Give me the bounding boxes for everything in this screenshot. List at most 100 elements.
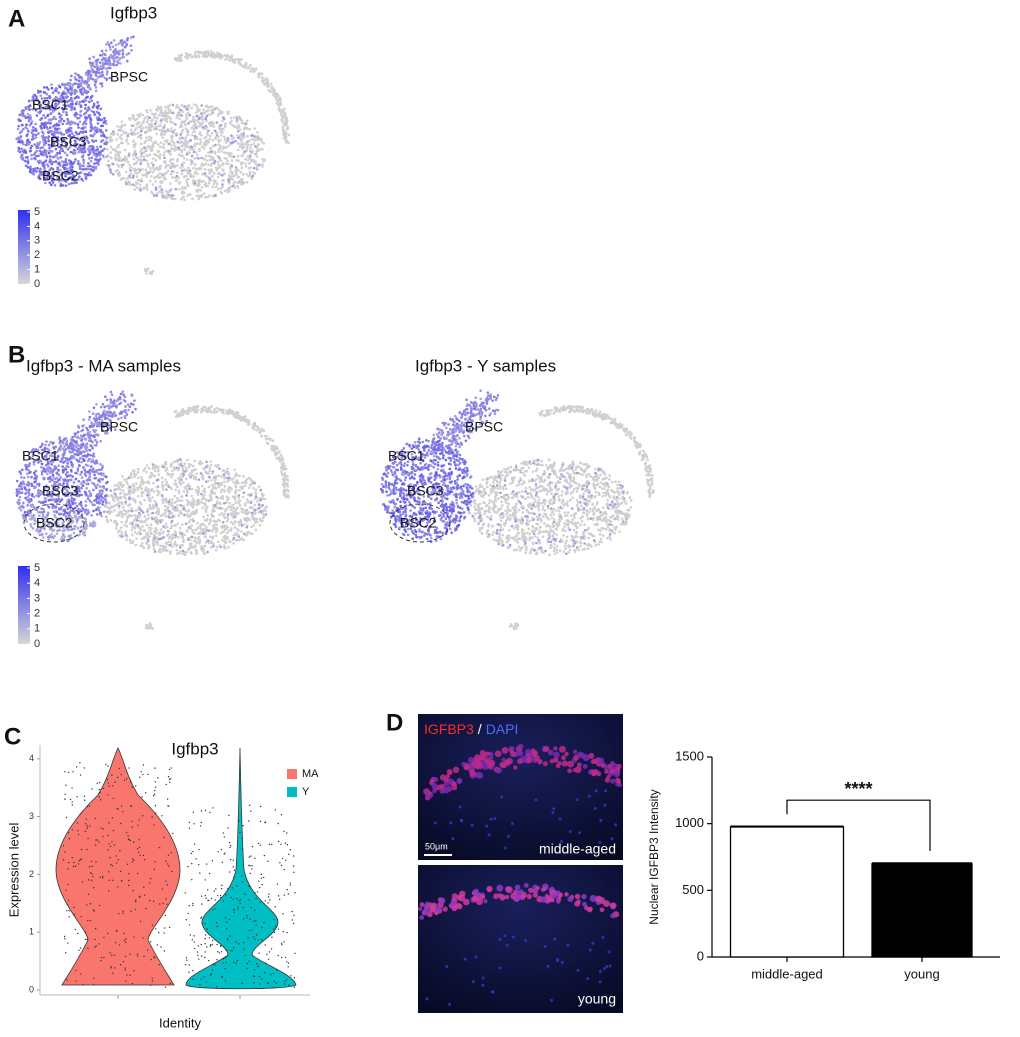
cell-dot (193, 157, 196, 160)
cell-dot (92, 102, 96, 106)
cell-dot (100, 134, 103, 138)
cell-dot (263, 158, 267, 162)
cell-dot (86, 454, 89, 458)
cell-dot (212, 182, 216, 186)
cell-dot (286, 478, 289, 481)
cell-dot (253, 152, 257, 156)
cell-dot (245, 119, 249, 123)
cell-dot (145, 136, 148, 139)
cell-dot (186, 503, 189, 507)
cell-dot (152, 481, 155, 485)
cell-dot (155, 479, 159, 482)
cell-dot (109, 48, 112, 51)
cell-dot (109, 509, 112, 513)
cell-dot (194, 150, 198, 154)
cell-dot (95, 486, 98, 490)
cell-dot (221, 538, 224, 542)
cell-dot (139, 178, 143, 182)
cell-dot (263, 497, 267, 501)
cell-dot (215, 131, 218, 135)
cell-dot (190, 552, 193, 555)
cell-dot (197, 535, 201, 539)
cell-dot (158, 171, 162, 175)
cell-dot (65, 92, 68, 96)
cell-dot (162, 176, 165, 180)
cell-dot (125, 535, 129, 538)
cell-dot (140, 478, 144, 481)
cell-dot (94, 86, 98, 89)
cell-dot (139, 112, 142, 116)
cell-dot (147, 467, 151, 470)
cell-dot (64, 448, 68, 451)
cell-dot (180, 114, 183, 117)
cell-dot (219, 138, 223, 142)
cell-dot (69, 460, 73, 464)
cell-dot (190, 145, 194, 149)
cell-dot (158, 531, 161, 535)
cell-dot (195, 111, 198, 115)
cell-dot (212, 506, 216, 509)
cell-dot (136, 131, 140, 135)
cell-dot (221, 55, 224, 59)
cell-dot (194, 163, 197, 166)
cell-dot (259, 510, 262, 514)
cell-dot (110, 41, 113, 45)
cell-dot (173, 145, 177, 148)
cell-dot (260, 138, 263, 141)
cell-dot (164, 117, 168, 120)
cell-dot (131, 116, 134, 120)
cell-dot (139, 136, 143, 140)
cell-dot (282, 491, 286, 495)
cell-dot (144, 168, 148, 172)
cell-dot (139, 150, 142, 153)
cell-dot (88, 147, 91, 151)
cell-dot (189, 502, 193, 505)
cell-dot (100, 54, 104, 57)
cell-dot (145, 115, 149, 118)
cell-dot (89, 159, 93, 163)
cell-dot (119, 488, 122, 491)
cell-dot (210, 483, 214, 487)
cell-dot (226, 190, 230, 193)
cell-dot (177, 467, 180, 471)
cell-dot (247, 422, 251, 426)
cell-dot (148, 138, 152, 142)
cell-dot (196, 521, 199, 525)
cell-dot (146, 487, 150, 491)
cell-dot (221, 185, 224, 189)
cell-dot (171, 498, 174, 501)
cell-dot (207, 408, 210, 412)
cell-dot (80, 446, 83, 449)
cell-dot (175, 106, 178, 109)
cell-dot (169, 117, 172, 120)
cell-dot (276, 102, 280, 106)
cell-dot (132, 154, 135, 157)
cell-dot (217, 143, 220, 146)
cell-dot (57, 112, 61, 115)
cell-dot (85, 96, 88, 99)
cell-dot (70, 96, 73, 100)
cell-dot (211, 471, 214, 475)
cell-dot (205, 460, 208, 464)
cell-dot (115, 158, 119, 161)
cell-dot (136, 476, 140, 480)
cell-dot (130, 402, 133, 406)
cell-dot (170, 147, 174, 151)
cell-dot (184, 127, 188, 130)
cell-dot (227, 162, 230, 166)
cell-dot (240, 154, 244, 157)
cell-dot (218, 513, 221, 517)
cell-dot (97, 68, 100, 72)
cell-dot (143, 515, 147, 518)
cell-dot (69, 451, 73, 454)
cell-dot (229, 508, 233, 512)
cell-dot (165, 480, 168, 484)
cell-dot (184, 487, 188, 490)
cell-dot (109, 494, 113, 497)
cell-dot (95, 110, 99, 114)
cell-dot (238, 145, 242, 148)
cell-dot (67, 534, 71, 538)
cell-dot (258, 75, 261, 79)
cell-dot (240, 182, 243, 185)
cell-dot (134, 155, 138, 158)
